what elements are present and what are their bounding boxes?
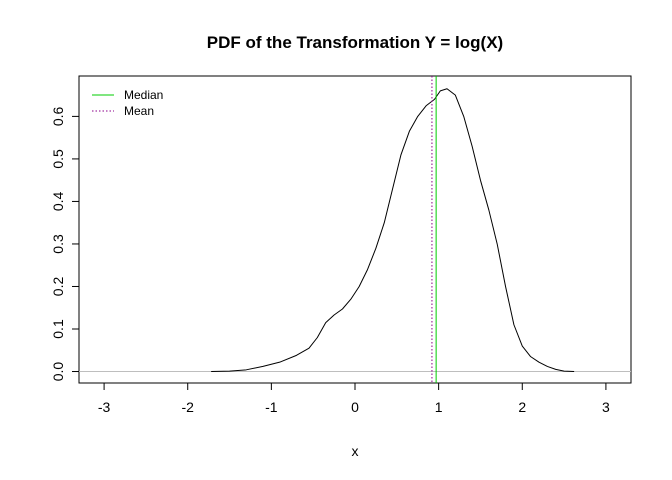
x-tick-label: -3 [98, 399, 111, 415]
plot-frame [78, 75, 632, 384]
y-tick-label: 0.3 [50, 234, 66, 254]
chart-title: PDF of the Transformation Y = log(X) [207, 33, 503, 52]
y-tick-label: 0.4 [50, 191, 66, 211]
median-legend-label: Median [124, 88, 163, 102]
y-tick-label: 0.0 [50, 362, 66, 382]
y-tick-label: 0.6 [50, 106, 66, 126]
density-curve [211, 88, 575, 373]
x-tick-label: -2 [182, 399, 195, 415]
y-tick-label: 0.2 [50, 277, 66, 297]
x-tick-label: 1 [435, 399, 443, 415]
y-axis: 0.0 0.1 0.2 0.3 0.4 0.5 0.6 [50, 106, 79, 381]
x-tick-label: 3 [602, 399, 610, 415]
legend: Median Mean [92, 88, 163, 118]
y-tick-label: 0.5 [50, 149, 66, 169]
x-axis: -3 -2 -1 0 1 2 3 [98, 383, 610, 415]
x-axis-label: x [352, 443, 359, 459]
plot-area [79, 76, 631, 383]
x-tick-label: -1 [265, 399, 278, 415]
x-tick-label: 0 [351, 399, 359, 415]
mean-legend-label: Mean [124, 104, 154, 118]
y-tick-label: 0.1 [50, 319, 66, 339]
x-tick-label: 2 [518, 399, 526, 415]
